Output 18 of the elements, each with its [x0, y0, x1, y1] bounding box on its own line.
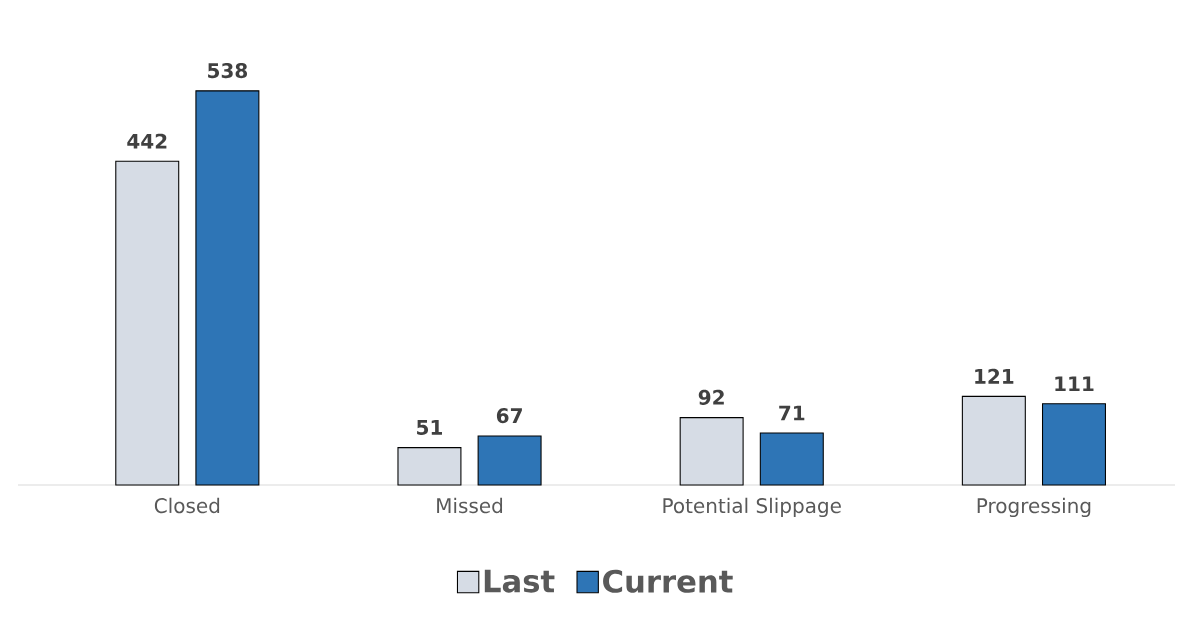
data-label: 71 — [779, 405, 805, 421]
data-label: 51 — [417, 420, 442, 435]
legend-label: Current — [603, 569, 733, 593]
data-label: 121 — [975, 368, 1014, 384]
data-label: 538 — [208, 63, 248, 79]
bar — [759, 432, 824, 486]
x-tick-label: Progressing — [977, 497, 1091, 518]
bar — [1041, 403, 1106, 486]
data-label: 67 — [496, 408, 522, 424]
x-tick-label: Potential Slippage — [663, 497, 841, 518]
x-tick-label: Missed — [437, 497, 503, 514]
legend-label: Last — [484, 569, 555, 593]
data-label: 92 — [698, 389, 724, 405]
data-label: 442 — [127, 133, 167, 149]
x-tick-label: Closed — [154, 497, 220, 514]
bar — [477, 435, 542, 486]
bar — [195, 90, 260, 486]
data-label: 111 — [1055, 376, 1094, 391]
